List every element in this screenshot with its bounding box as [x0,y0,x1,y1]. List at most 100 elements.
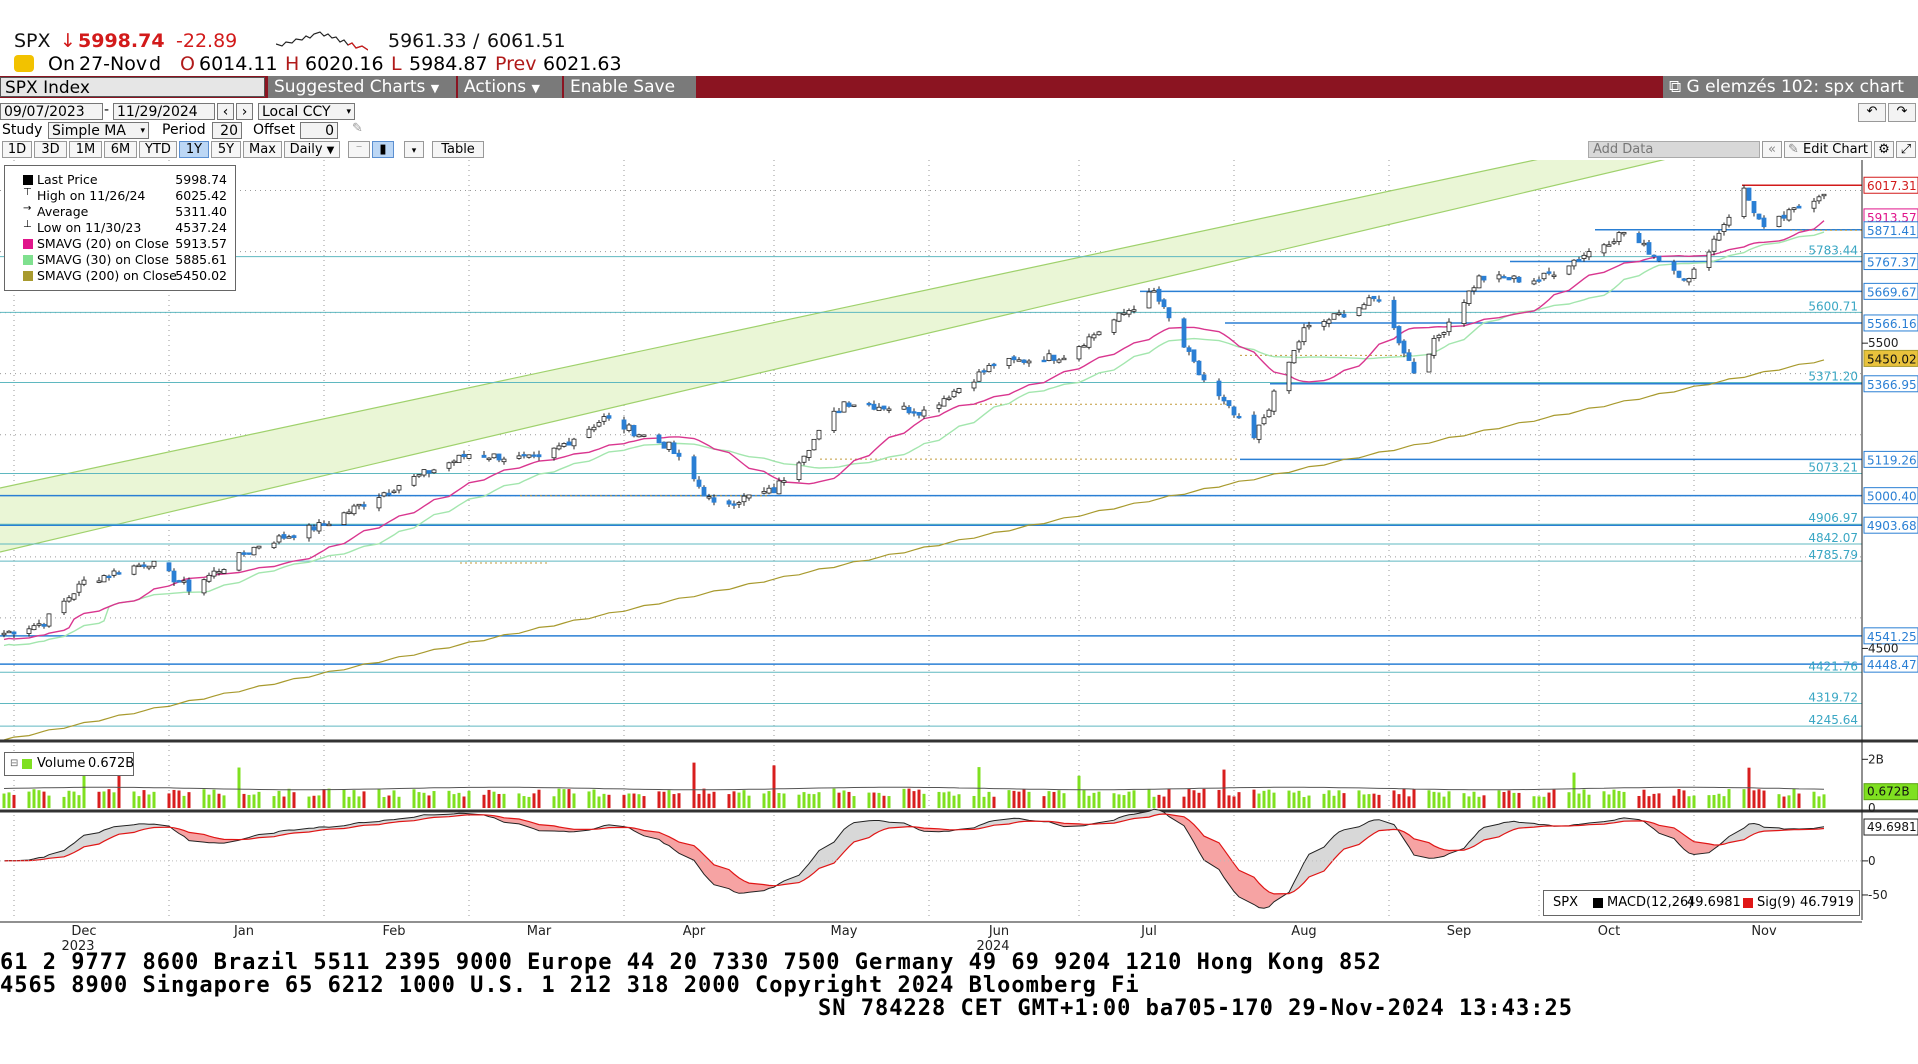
actions-button[interactable]: Actions ▼ [458,76,562,98]
actions-label: Actions [464,77,527,97]
settings-button[interactable]: ⚙ [1874,141,1894,158]
chart-title-button[interactable]: ⧉ G elemzés 102: spx chart [1663,76,1918,98]
volume-bar [912,791,916,808]
candle-body [1096,331,1102,336]
tab-3d[interactable]: 3D [34,141,67,158]
expand-icon[interactable]: ⊟ [10,758,19,769]
legend-swatch: → [23,203,32,214]
expand-button[interactable]: ⤢ [1896,141,1916,158]
end-date-field[interactable]: 11/29/2024 [113,103,215,120]
table-button[interactable]: Table [432,141,484,158]
tab-1m[interactable]: 1M [69,141,102,158]
pencil-icon[interactable]: ✎ [352,121,363,136]
candle-body [351,505,357,515]
tab-1y[interactable]: 1Y [179,141,209,158]
volume-bar [1327,790,1331,808]
collapse-button[interactable]: « [1762,141,1782,158]
next-period-button[interactable]: › [236,103,253,120]
volume-bar [82,765,86,808]
frequency-select[interactable]: Daily ▼ [284,141,340,158]
tab-max[interactable]: Max [243,141,282,158]
suggested-charts-button[interactable]: Suggested Charts ▼ [268,76,456,98]
month-label: Aug [1291,924,1316,939]
macd-histogram-fill [1694,841,1709,855]
volume-bar [1567,792,1571,808]
chart-type-dropdown[interactable]: ▾ [404,141,424,158]
redo-button[interactable]: ↷ [1888,103,1916,122]
volume-bar [1042,796,1046,808]
line-style-button[interactable]: ⁻ [348,141,370,158]
volume-bar [217,793,221,808]
candle-body [426,470,432,474]
candle-body [36,623,42,626]
period-field[interactable]: 20 [212,122,242,139]
volume-bar [77,795,81,808]
volume-bar [1052,791,1056,808]
month-label: Oct [1598,924,1620,939]
candle-body [466,454,472,459]
candle-body [1261,417,1267,425]
volume-bar [1057,790,1061,808]
macd-histogram-fill [84,832,99,847]
candle-body [531,454,537,457]
volume-bar [42,791,46,808]
candle-body [496,453,502,461]
legend-value: 4537.24 [175,220,227,235]
volume-bar [922,793,926,808]
axis-tick-label: 2B [1868,752,1884,766]
study-select[interactable]: Simple MA ▾ [48,122,149,139]
macd-histogram-fill [1434,845,1439,859]
candle-body [1751,201,1757,214]
tab-1d[interactable]: 1D [2,141,32,158]
volume-bar [1652,793,1656,808]
volume-bar [532,793,536,808]
tab-ytd[interactable]: YTD [139,141,177,158]
macd-legend: SPX MACD(12,26) 49.6981 Sig(9) 46.7919 [1543,890,1860,916]
candle-style-button[interactable]: ▮ [372,141,394,158]
legend-swatch [23,271,33,281]
macd-histogram-fill [1754,823,1759,834]
volume-bar [1472,791,1476,808]
macd-histogram-fill [99,830,104,845]
volume-bar [1542,796,1546,808]
prev-period-button[interactable]: ‹ [217,103,234,120]
volume-bar [1272,792,1276,808]
level-label: 4541.25 [1867,630,1917,644]
tab-5y[interactable]: 5Y [211,141,241,158]
start-date-field[interactable]: 09/07/2023 [0,103,103,120]
month-label: Mar [527,924,552,939]
price-legend: Last Price 5998.74 ⊤ High on 11/26/24 6025.4… [4,165,236,291]
undo-icon: ↶ [1866,104,1878,119]
enable-save-button[interactable]: Enable Save [564,76,696,98]
volume-bar [1392,790,1396,808]
macd-histogram-fill [1509,821,1514,832]
volume-bar [222,795,226,808]
volume-bar [12,794,16,808]
candle-body [916,412,922,416]
volume-bar [1182,796,1186,808]
add-data-field[interactable]: Add Data [1588,141,1760,158]
candle-body [1691,268,1697,279]
volume-bar [587,791,591,808]
macd-histogram-fill [139,823,144,831]
macd-histogram-fill [1744,824,1749,840]
security-input[interactable]: SPX Index [0,77,265,98]
prev-label: Prev [495,53,537,75]
offset-field[interactable]: 0 [300,122,338,139]
macd-histogram-fill [1409,834,1414,856]
volume-bar [37,790,41,808]
legend-label: Last Price [37,172,98,187]
undo-button[interactable]: ↶ [1858,103,1886,122]
volume-bar [667,790,671,808]
month-label: Feb [382,924,405,939]
macd-histogram-fill [114,826,119,837]
volume-bar [107,789,111,808]
volume-bar [182,795,186,808]
macd-histogram-fill [1329,835,1334,866]
volume-bar [1677,789,1681,808]
macd-histogram-fill [64,846,69,857]
currency-select[interactable]: Local CCY ▾ [258,103,355,120]
tab-6m[interactable]: 6M [104,141,137,158]
edit-chart-button[interactable]: ✎ Edit Chart [1784,141,1872,158]
price-chart[interactable]: 6017.31 5913.57 5871.41 5767.37 5669.67 5566.… [0,160,1918,970]
